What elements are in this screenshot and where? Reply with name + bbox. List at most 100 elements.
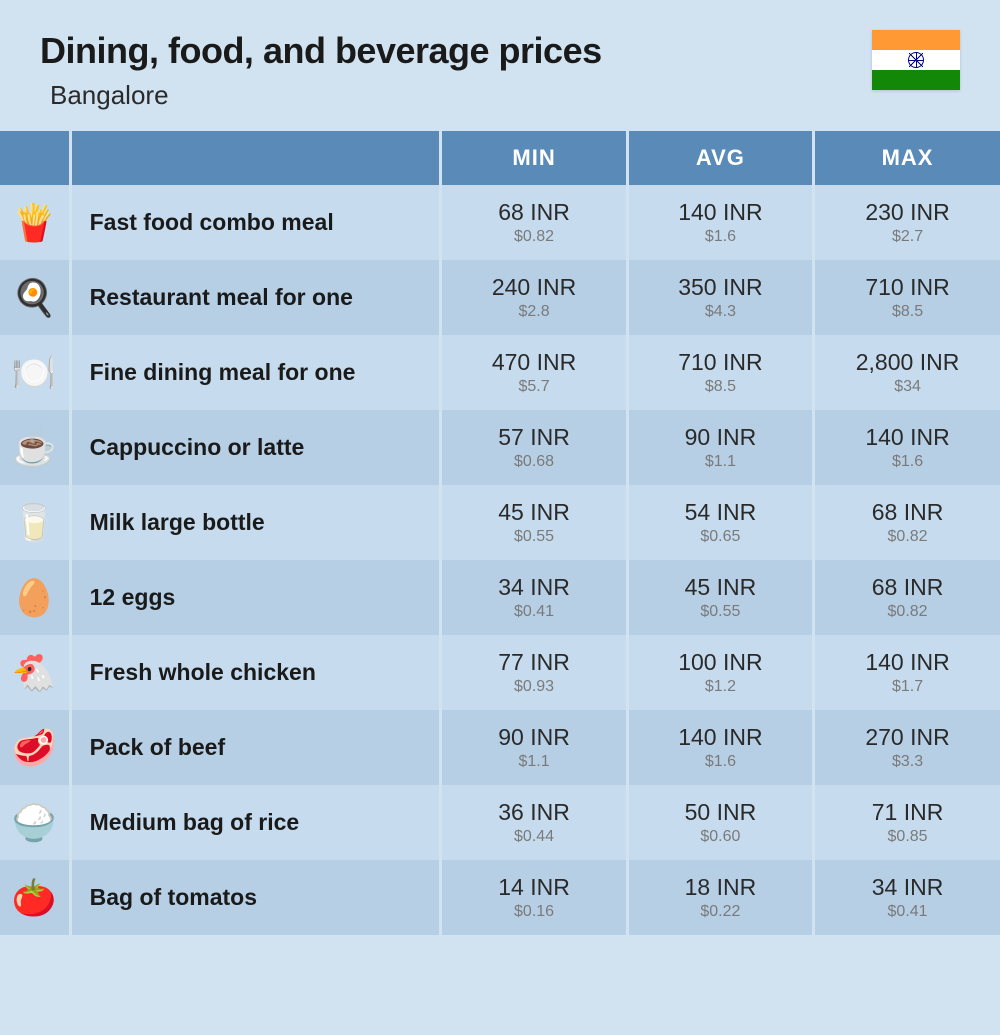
col-label	[70, 131, 441, 185]
price-max: 230 INR$2.7	[814, 185, 1000, 260]
table-row: 🍚Medium bag of rice36 INR $0.4450 INR$0.6…	[0, 785, 1000, 860]
price-avg-usd: $4.3	[629, 303, 812, 321]
price-avg-usd: $0.60	[629, 828, 812, 846]
price-min-usd: $1.1	[442, 753, 625, 771]
price-max-inr: 71 INR	[815, 799, 1000, 826]
price-avg-inr: 100 INR	[629, 649, 812, 676]
price-avg: 18 INR $0.22	[627, 860, 813, 935]
table-row: 🍳Restaurant meal for one240 INR$2.8350 I…	[0, 260, 1000, 335]
price-max-inr: 34 INR	[815, 874, 1000, 901]
price-avg-usd: $1.2	[629, 678, 812, 696]
price-avg: 90 INR $1.1	[627, 410, 813, 485]
price-max-usd: $0.41	[815, 903, 1000, 921]
table-row: 🥛Milk large bottle45 INR$0.5554 INR$0.65…	[0, 485, 1000, 560]
table-row: 🥚12 eggs34 INR$0.4145 INR$0.5568 INR$0.8…	[0, 560, 1000, 635]
item-label: Cappuccino or latte	[70, 410, 441, 485]
price-avg: 100 INR $1.2	[627, 635, 813, 710]
price-avg: 140 INR $1.6	[627, 185, 813, 260]
table-row: 🍅Bag of tomatos14 INR $0.1618 INR $0.2234 …	[0, 860, 1000, 935]
price-max-inr: 270 INR	[815, 724, 1000, 751]
price-min: 57 INR$0.68	[441, 410, 627, 485]
price-avg: 50 INR$0.60	[627, 785, 813, 860]
price-avg-usd: $1.6	[629, 753, 812, 771]
item-label: Bag of tomatos	[70, 860, 441, 935]
item-label: Medium bag of rice	[70, 785, 441, 860]
price-max-usd: $1.6	[815, 453, 1000, 471]
table-header-row: MIN AVG MAX	[0, 131, 1000, 185]
price-avg-inr: 90 INR	[629, 424, 812, 451]
price-avg-inr: 350 INR	[629, 274, 812, 301]
price-max-usd: $0.82	[815, 603, 1000, 621]
price-min: 68 INR $0.82	[441, 185, 627, 260]
table-row: 🍽️Fine dining meal for one470 INR $5.7710…	[0, 335, 1000, 410]
price-min: 90 INR$1.1	[441, 710, 627, 785]
col-icon	[0, 131, 70, 185]
price-avg: 140 INR$1.6	[627, 710, 813, 785]
price-avg-usd: $1.6	[629, 228, 812, 246]
item-label: Fine dining meal for one	[70, 335, 441, 410]
item-icon: 🍳	[0, 260, 70, 335]
price-min: 14 INR $0.16	[441, 860, 627, 935]
price-min-usd: $0.82	[442, 228, 625, 246]
price-min-inr: 14 INR	[442, 874, 625, 901]
price-max-inr: 68 INR	[815, 499, 1000, 526]
price-avg: 350 INR $4.3	[627, 260, 813, 335]
price-min-inr: 57 INR	[442, 424, 625, 451]
price-min-inr: 36 INR	[442, 799, 625, 826]
price-min: 45 INR $0.55	[441, 485, 627, 560]
item-label: 12 eggs	[70, 560, 441, 635]
item-icon: ☕	[0, 410, 70, 485]
price-max: 140 INR $1.6	[814, 410, 1000, 485]
price-max: 710 INR$8.5	[814, 260, 1000, 335]
price-min: 470 INR $5.7	[441, 335, 627, 410]
price-min-usd: $5.7	[442, 378, 625, 396]
price-avg-inr: 140 INR	[629, 199, 812, 226]
price-avg: 54 INR$0.65	[627, 485, 813, 560]
table-row: 🥩Pack of beef90 INR$1.1140 INR$1.6270 IN…	[0, 710, 1000, 785]
price-avg-inr: 54 INR	[629, 499, 812, 526]
price-min-inr: 470 INR	[442, 349, 625, 376]
price-max-usd: $0.85	[815, 828, 1000, 846]
price-max-inr: 140 INR	[815, 424, 1000, 451]
item-label: Pack of beef	[70, 710, 441, 785]
price-min-inr: 45 INR	[442, 499, 625, 526]
price-max: 71 INR $0.85	[814, 785, 1000, 860]
price-avg-usd: $1.1	[629, 453, 812, 471]
table-row: 🐔Fresh whole chicken77 INR$0.93100 INR$1…	[0, 635, 1000, 710]
item-label: Fast food combo meal	[70, 185, 441, 260]
table-row: 🍟Fast food combo meal68 INR$0.82140 INR$…	[0, 185, 1000, 260]
price-avg-usd: $0.55	[629, 603, 812, 621]
price-max-usd: $2.7	[815, 228, 1000, 246]
price-min-inr: 240 INR	[442, 274, 625, 301]
item-label: Fresh whole chicken	[70, 635, 441, 710]
item-icon: 🍟	[0, 185, 70, 260]
item-icon: 🍽️	[0, 335, 70, 410]
item-icon: 🥚	[0, 560, 70, 635]
price-min-usd: $0.41	[442, 603, 625, 621]
price-min-inr: 68 INR	[442, 199, 625, 226]
item-icon: 🍚	[0, 785, 70, 860]
price-max: 2,800 INR$34	[814, 335, 1000, 410]
price-min-usd: $0.55	[442, 528, 625, 546]
price-max-inr: 710 INR	[815, 274, 1000, 301]
price-min-usd: $0.16	[442, 903, 625, 921]
item-icon: 🍅	[0, 860, 70, 935]
price-max: 140 INR$1.7	[814, 635, 1000, 710]
price-table: MIN AVG MAX 🍟Fast food combo meal68 INR$…	[0, 131, 1000, 935]
india-flag-icon	[872, 30, 960, 90]
price-max: 270 INR$3.3	[814, 710, 1000, 785]
price-min-usd: $0.44	[442, 828, 625, 846]
col-avg: AVG	[627, 131, 813, 185]
price-avg-usd: $0.22	[629, 903, 812, 921]
price-max-usd: $1.7	[815, 678, 1000, 696]
price-max: 68 INR$0.82	[814, 485, 1000, 560]
price-avg-usd: $8.5	[629, 378, 812, 396]
price-avg-inr: 45 INR	[629, 574, 812, 601]
price-avg: 710 INR $8.5	[627, 335, 813, 410]
col-min: MIN	[441, 131, 627, 185]
item-label: Milk large bottle	[70, 485, 441, 560]
table-row: ☕Cappuccino or latte57 INR$0.6890 INR$1.…	[0, 410, 1000, 485]
price-avg-inr: 710 INR	[629, 349, 812, 376]
price-avg-inr: 18 INR	[629, 874, 812, 901]
header: Dining, food, and beverage prices Bangal…	[0, 0, 1000, 131]
